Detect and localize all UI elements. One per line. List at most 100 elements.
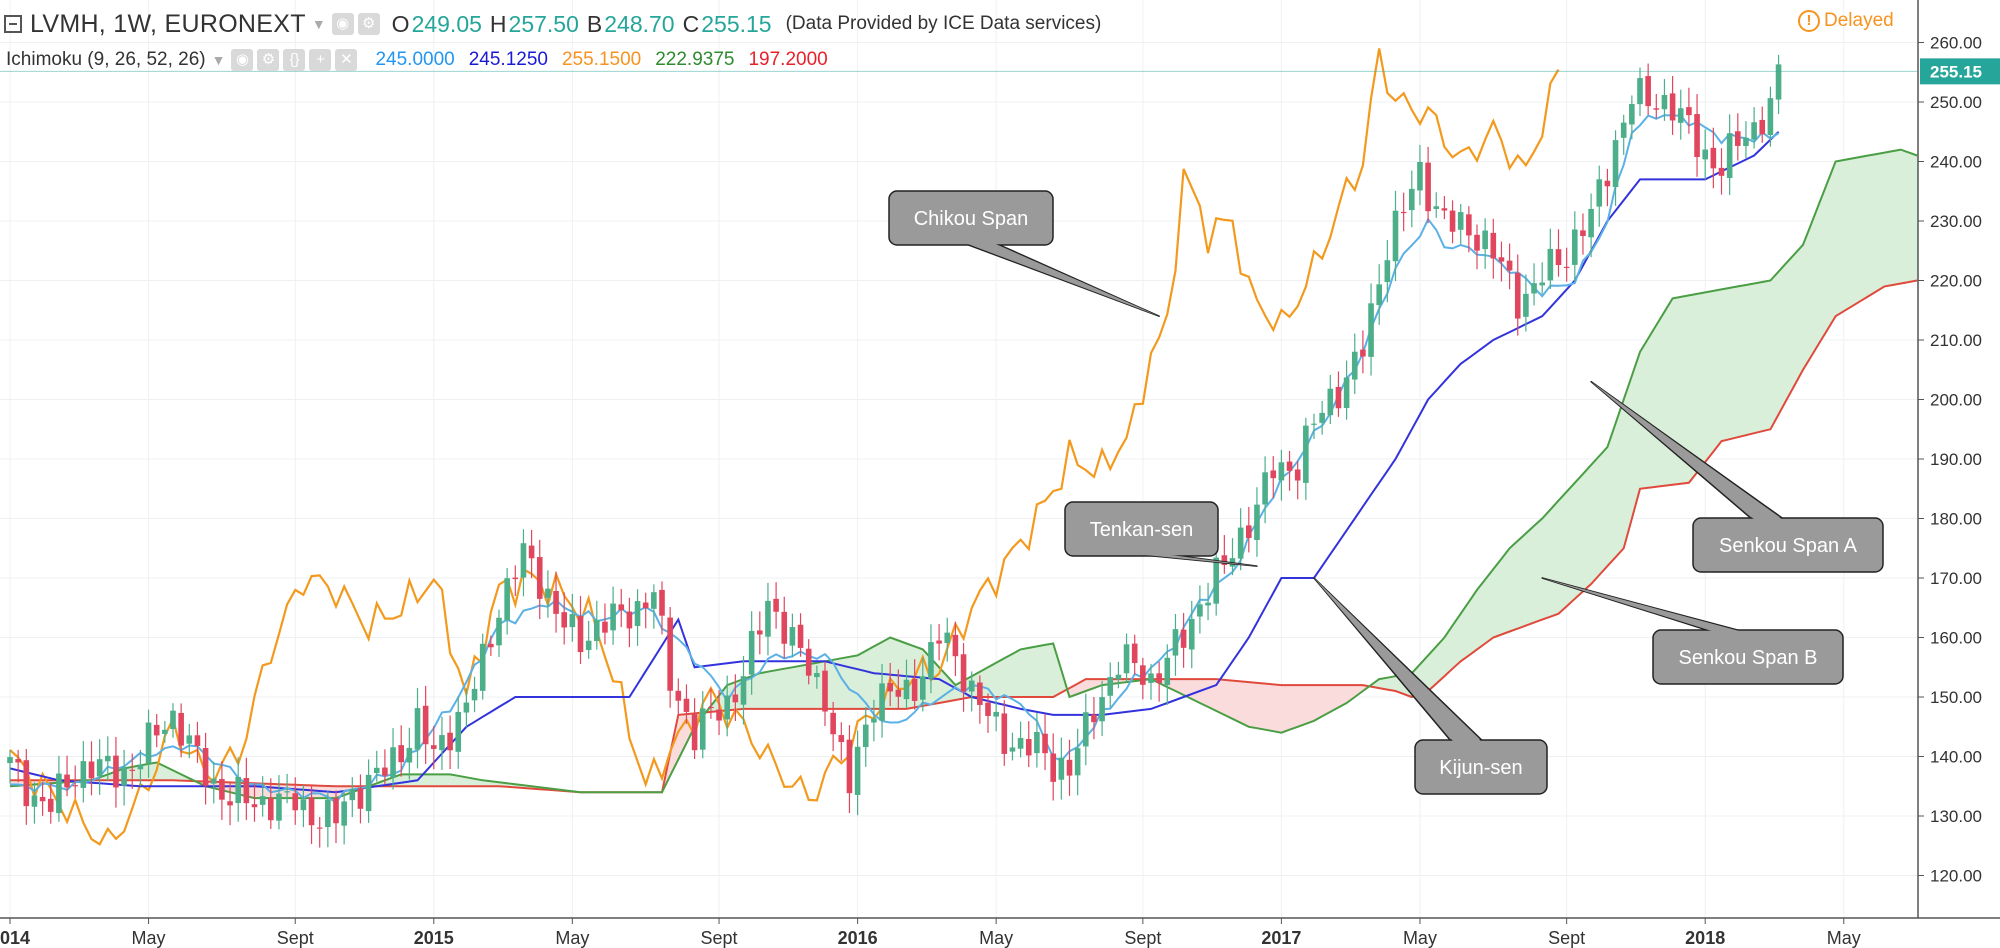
cloud-segment — [1884, 150, 1893, 287]
candle-body — [659, 589, 665, 616]
candle — [1645, 63, 1651, 115]
source-code-icon[interactable]: {} — [283, 49, 306, 71]
candle — [31, 782, 38, 824]
callout-pointer-fill — [1591, 381, 1783, 520]
candle — [235, 757, 241, 822]
candle-body — [1384, 260, 1391, 283]
gear-icon[interactable]: ⚙ — [357, 13, 380, 35]
candle — [1335, 371, 1342, 417]
price-tick-label: 150.00 — [1930, 688, 1982, 707]
candle — [585, 620, 592, 659]
candle — [439, 716, 445, 771]
cloud-segment — [1778, 261, 1787, 415]
plus-icon[interactable]: + — [309, 49, 332, 71]
callout-pointer-fill — [1135, 554, 1257, 567]
candle-body — [1669, 93, 1676, 121]
symbol-title[interactable]: LVMH, 1W, EURONEXT — [30, 9, 306, 38]
cloud-segment — [865, 645, 875, 710]
collapse-icon[interactable] — [4, 15, 22, 33]
candle — [1343, 360, 1350, 420]
candle — [308, 784, 315, 844]
kijun-value: 245.1250 — [468, 49, 548, 70]
candle-body — [1025, 738, 1032, 756]
candle — [1148, 663, 1154, 700]
cloud-segment — [1786, 253, 1796, 400]
candle — [1759, 106, 1766, 143]
candle-body — [1726, 133, 1733, 179]
time-tick-label: Sept — [277, 928, 314, 948]
candle — [1686, 87, 1692, 134]
candle-body — [145, 722, 152, 764]
callout-pointer-fill — [965, 243, 1160, 317]
candle-body — [1091, 714, 1097, 723]
candle — [536, 539, 543, 620]
candle-body — [88, 761, 95, 779]
candle-body — [683, 698, 690, 712]
candle-body — [1596, 179, 1603, 207]
cloud-segment — [1052, 643, 1062, 698]
cloud-segment — [1558, 491, 1567, 615]
candle-body — [1001, 713, 1008, 754]
candle — [121, 749, 127, 806]
candle — [1115, 661, 1122, 689]
callout: Tenkan-sen — [1064, 501, 1258, 567]
candle — [1661, 79, 1668, 121]
candle-body — [1066, 759, 1073, 776]
candle — [1718, 148, 1725, 195]
cloud-segment — [1281, 684, 1290, 734]
delayed-label: Delayed — [1824, 10, 1894, 31]
data-provider-note: (Data Provided by ICE Data services) — [785, 13, 1102, 34]
candle-body — [724, 695, 730, 720]
candle — [985, 693, 991, 733]
candle-body — [699, 708, 706, 750]
candle — [1433, 192, 1440, 218]
cloud-segment — [759, 671, 769, 710]
candle — [569, 593, 576, 642]
eye-icon[interactable]: ◉ — [231, 49, 254, 71]
candle — [1074, 728, 1081, 796]
price-tick-label: 260.00 — [1930, 34, 1982, 53]
close-label: C — [682, 10, 700, 37]
delayed-badge[interactable]: ! Delayed — [1798, 10, 1894, 32]
candle-body — [1572, 229, 1578, 265]
candle-body — [308, 797, 315, 826]
cloud-segment — [1900, 149, 1910, 284]
price-tick-label: 200.00 — [1930, 391, 1982, 410]
candle-body — [316, 827, 323, 829]
gear-icon[interactable]: ⚙ — [257, 49, 280, 71]
candle — [1034, 713, 1040, 768]
candle-body — [210, 778, 217, 784]
candle-body — [1531, 283, 1537, 294]
time-tick-label: 2017 — [1261, 928, 1301, 948]
candle — [447, 715, 453, 770]
candle-body — [1368, 303, 1374, 357]
eye-icon[interactable]: ◉ — [331, 13, 354, 35]
candle — [390, 728, 396, 790]
candle — [1180, 612, 1187, 668]
candle — [137, 749, 144, 787]
candle — [1498, 241, 1505, 282]
candle — [871, 699, 877, 742]
chevron-down-icon[interactable]: ▼ — [211, 52, 226, 68]
candle-body — [610, 603, 616, 631]
close-icon[interactable]: ✕ — [335, 49, 358, 71]
candle — [186, 723, 193, 759]
candle — [1123, 633, 1130, 682]
candle — [1572, 211, 1578, 282]
candle — [349, 777, 356, 818]
chevron-down-icon[interactable]: ▼ — [311, 16, 326, 32]
candle — [968, 671, 975, 712]
callout-box — [1652, 629, 1844, 685]
high-value: 257.50 — [508, 10, 579, 37]
candle — [1066, 739, 1073, 796]
indicator-name[interactable]: Ichimoku (9, 26, 52, 26) — [6, 49, 206, 70]
candle — [1449, 200, 1456, 244]
candle-body — [1441, 208, 1448, 211]
candle — [920, 657, 926, 712]
candle — [699, 691, 706, 759]
candle-body — [333, 798, 339, 824]
candle-body — [871, 718, 877, 723]
candle-body — [1490, 232, 1497, 259]
candle-body — [814, 673, 820, 678]
